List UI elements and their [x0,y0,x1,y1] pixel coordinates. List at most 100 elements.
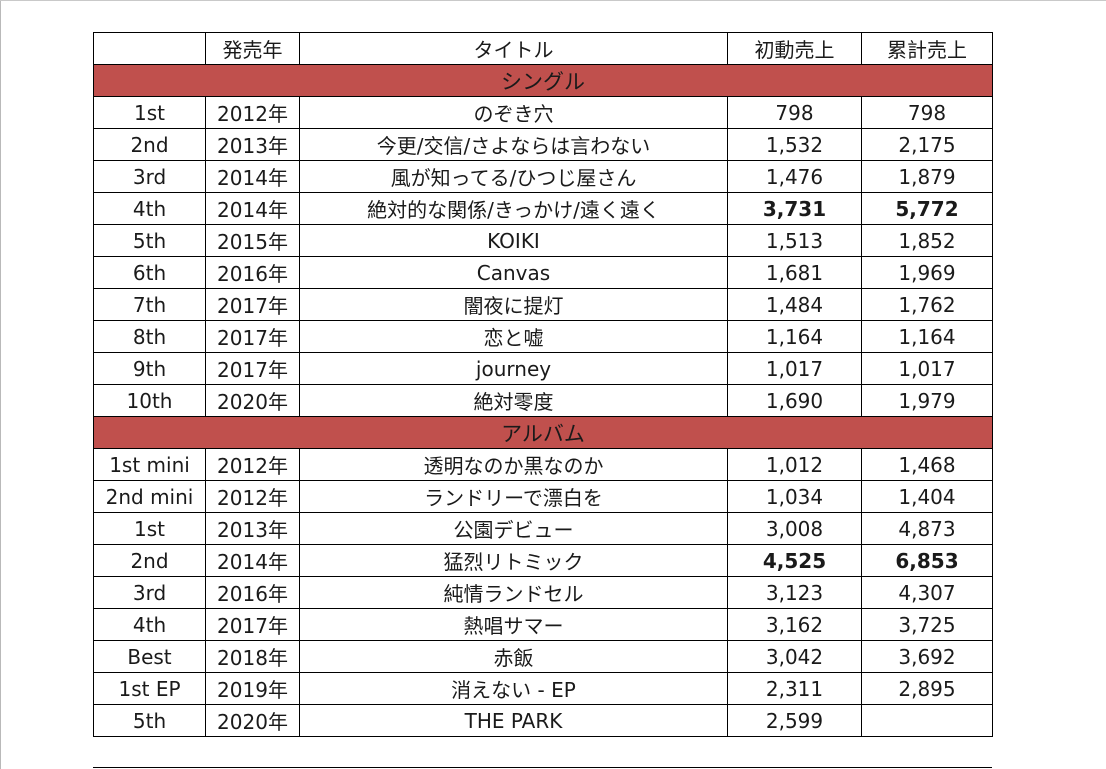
table-row: 10th 2020年 絶対零度 1,690 1,979 [93,384,993,417]
cell-release-no: Best [93,640,206,673]
cell-total-sales: 1,762 [861,288,993,321]
cell-first-week-sales: 3,008 [727,512,862,545]
cell-first-week-sales: 1,484 [727,288,862,321]
sales-table-body: 発売年 タイトル 初動売上 累計売上 シングル 1st 2012年 のぞき穴 798 7… [93,32,993,737]
table-row: 3rd 2014年 風が知ってる/ひつじ屋さん 1,476 1,879 [93,160,993,193]
header-cell-title: タイトル [299,32,728,65]
cell-first-week-sales: 1,017 [727,352,862,385]
cell-title: THE PARK [299,704,728,737]
table-row: 5th 2015年 KOIKI 1,513 1,852 [93,224,993,257]
cell-year: 2012年 [205,448,300,481]
header-cell-total: 累計売上 [861,32,993,65]
table-row: 4th 2017年 熱唱サマー 3,162 3,725 [93,608,993,641]
cell-first-week-sales: 3,042 [727,640,862,673]
table-row: 1st 2013年 公園デビュー 3,008 4,873 [93,512,993,545]
window-left-edge [0,0,1,769]
cell-title: 猛烈リトミック [299,544,728,577]
section-row-singles: シングル [93,64,993,97]
cell-year: 2017年 [205,608,300,641]
cell-year: 2014年 [205,160,300,193]
cell-first-week-sales: 1,681 [727,256,862,289]
window-top-edge [0,0,1106,1]
table-row: 2nd 2014年 猛烈リトミック 4,525 6,853 [93,544,993,577]
table-row: 5th 2020年 THE PARK 2,599 [93,704,993,737]
cell-total-sales: 1,979 [861,384,993,417]
page-bottom-rule [93,767,992,768]
cell-release-no: 9th [93,352,206,385]
cell-title: 純情ランドセル [299,576,728,609]
header-cell-year: 発売年 [205,32,300,65]
cell-first-week-sales: 2,599 [727,704,862,737]
cell-title: 風が知ってる/ひつじ屋さん [299,160,728,193]
cell-title: 透明なのか黒なのか [299,448,728,481]
cell-total-sales: 2,175 [861,128,993,161]
table-row: 8th 2017年 恋と嘘 1,164 1,164 [93,320,993,353]
cell-year: 2017年 [205,352,300,385]
cell-title: KOIKI [299,224,728,257]
cell-release-no: 2nd mini [93,480,206,513]
cell-year: 2020年 [205,704,300,737]
cell-release-no: 4th [93,608,206,641]
cell-title: 消えない - EP [299,672,728,705]
cell-title: 赤飯 [299,640,728,673]
cell-release-no: 10th [93,384,206,417]
cell-title: Canvas [299,256,728,289]
cell-release-no: 5th [93,224,206,257]
cell-first-week-sales: 1,164 [727,320,862,353]
header-cell-no [93,32,206,65]
cell-first-week-sales: 1,476 [727,160,862,193]
cell-year: 2017年 [205,288,300,321]
section-label-albums: アルバム [93,416,993,449]
cell-release-no: 2nd [93,544,206,577]
header-cell-first-week: 初動売上 [727,32,862,65]
cell-release-no: 1st EP [93,672,206,705]
cell-year: 2013年 [205,512,300,545]
cell-first-week-sales: 1,532 [727,128,862,161]
cell-first-week-sales: 3,162 [727,608,862,641]
cell-first-week-sales: 3,123 [727,576,862,609]
cell-total-sales: 3,692 [861,640,993,673]
cell-year: 2012年 [205,96,300,129]
cell-release-no: 3rd [93,160,206,193]
table-row: Best 2018年 赤飯 3,042 3,692 [93,640,993,673]
table-row: 1st EP 2019年 消えない - EP 2,311 2,895 [93,672,993,705]
cell-total-sales: 4,873 [861,512,993,545]
cell-year: 2016年 [205,576,300,609]
cell-release-no: 4th [93,192,206,225]
cell-title: ランドリーで漂白を [299,480,728,513]
table-row: 6th 2016年 Canvas 1,681 1,969 [93,256,993,289]
cell-total-sales: 4,307 [861,576,993,609]
cell-year: 2012年 [205,480,300,513]
cell-title: 恋と嘘 [299,320,728,353]
cell-title: 絶対零度 [299,384,728,417]
cell-total-sales: 1,879 [861,160,993,193]
cell-total-sales: 1,468 [861,448,993,481]
cell-release-no: 1st [93,512,206,545]
table-row: 4th 2014年 絶対的な関係/きっかけ/遠く遠く 3,731 5,772 [93,192,993,225]
cell-title: 公園デビュー [299,512,728,545]
cell-first-week-sales: 2,311 [727,672,862,705]
cell-first-week-sales: 1,690 [727,384,862,417]
cell-release-no: 1st mini [93,448,206,481]
cell-year: 2019年 [205,672,300,705]
cell-title: journey [299,352,728,385]
cell-year: 2014年 [205,544,300,577]
table-row: 2nd mini 2012年 ランドリーで漂白を 1,034 1,404 [93,480,993,513]
header-row: 発売年 タイトル 初動売上 累計売上 [93,32,993,65]
table-row: 2nd 2013年 今更/交信/さよならは言わない 1,532 2,175 [93,128,993,161]
cell-first-week-sales: 1,034 [727,480,862,513]
cell-total-sales: 1,852 [861,224,993,257]
cell-release-no: 8th [93,320,206,353]
cell-first-week-sales: 798 [727,96,862,129]
cell-release-no: 7th [93,288,206,321]
cell-year: 2013年 [205,128,300,161]
cell-title: 絶対的な関係/きっかけ/遠く遠く [299,192,728,225]
table-row: 9th 2017年 journey 1,017 1,017 [93,352,993,385]
table-row: 1st 2012年 のぞき穴 798 798 [93,96,993,129]
cell-year: 2017年 [205,320,300,353]
section-row-albums: アルバム [93,416,993,449]
cell-title: 今更/交信/さよならは言わない [299,128,728,161]
cell-year: 2018年 [205,640,300,673]
table-row: 1st mini 2012年 透明なのか黒なのか 1,012 1,468 [93,448,993,481]
cell-title: 闇夜に提灯 [299,288,728,321]
